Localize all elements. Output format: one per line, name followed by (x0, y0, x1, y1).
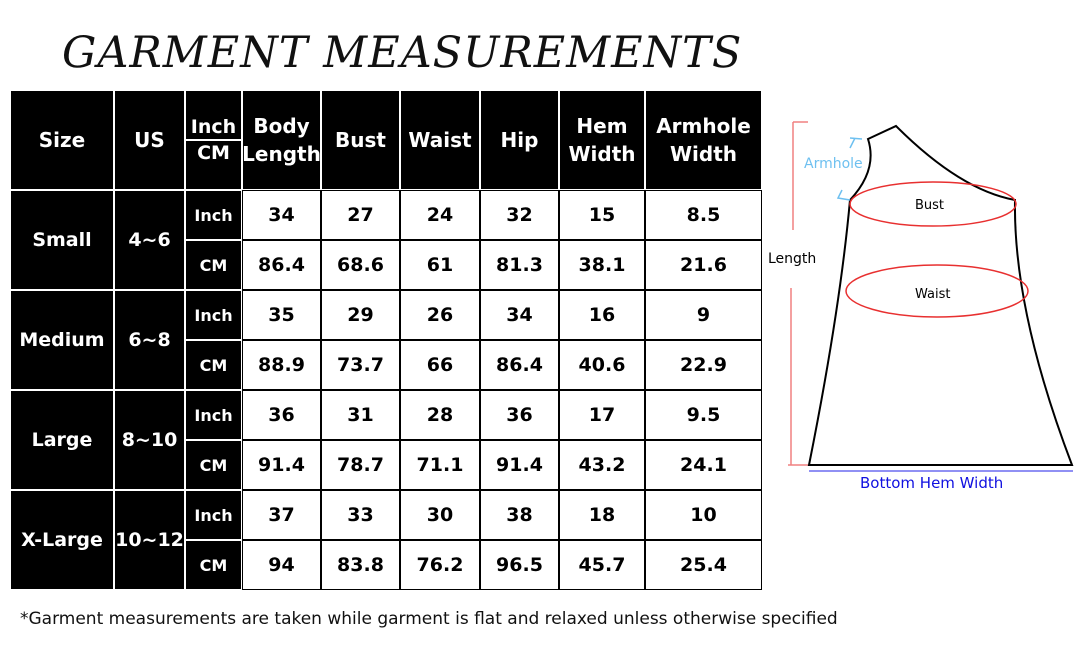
unit-inch-cell: Inch (185, 490, 242, 540)
table-cell: 83.8 (321, 540, 400, 590)
table-cell: 28 (400, 390, 480, 440)
table-cell: 86.4 (242, 240, 321, 290)
table-cell: 25.4 (645, 540, 762, 590)
header-column: Armhole Width (645, 90, 762, 190)
hem-width-label: Bottom Hem Width (860, 474, 1003, 492)
us-cell: 8~10 (114, 390, 185, 490)
table-cell: 10 (645, 490, 762, 540)
unit-inch-cell: Inch (185, 290, 242, 340)
header-unit-inch: Inch (186, 115, 241, 141)
table-cell: 9.5 (645, 390, 762, 440)
header-column: Body Length (242, 90, 321, 190)
table-cell: 37 (242, 490, 321, 540)
table-cell: 29 (321, 290, 400, 340)
table-cell: 24.1 (645, 440, 762, 490)
waist-label: Waist (915, 287, 950, 302)
table-cell: 24 (400, 190, 480, 240)
table-cell: 21.6 (645, 240, 762, 290)
table-cell: 91.4 (242, 440, 321, 490)
header-column: Hip (480, 90, 559, 190)
table-cell: 86.4 (480, 340, 559, 390)
table-cell: 40.6 (559, 340, 645, 390)
table-cell: 15 (559, 190, 645, 240)
length-label: Length (768, 251, 816, 267)
table-cell: 66 (400, 340, 480, 390)
table-cell: 91.4 (480, 440, 559, 490)
table-cell: 16 (559, 290, 645, 340)
header-unit: Inch CM (185, 90, 242, 190)
size-cell: Medium (10, 290, 114, 390)
header-column: Bust (321, 90, 400, 190)
table-cell: 61 (400, 240, 480, 290)
header-column: Hem Width (559, 90, 645, 190)
table-cell: 26 (400, 290, 480, 340)
header-size: Size (10, 90, 114, 190)
table-cell: 32 (480, 190, 559, 240)
size-chart-table: Size US Inch CM Body Length Bust Waist Hip Hem W… (10, 90, 762, 590)
table-cell: 38.1 (559, 240, 645, 290)
waist-ellipse (845, 264, 1029, 318)
size-cell: Small (10, 190, 114, 290)
table-cell: 35 (242, 290, 321, 340)
table-cell: 88.9 (242, 340, 321, 390)
bust-label: Bust (915, 198, 944, 213)
table-cell: 34 (242, 190, 321, 240)
table-cell: 31 (321, 390, 400, 440)
unit-cm-cell: CM (185, 240, 242, 290)
table-cell: 78.7 (321, 440, 400, 490)
unit-inch-cell: Inch (185, 390, 242, 440)
armhole-markers (836, 137, 863, 201)
table-cell: 8.5 (645, 190, 762, 240)
size-cell: X-Large (10, 490, 114, 590)
unit-inch-cell: Inch (185, 190, 242, 240)
garment-diagram: Armhole Bust Length Waist Bottom Hem Wid… (768, 121, 1074, 492)
header-us: US (114, 90, 185, 190)
armhole-label: Armhole (804, 156, 863, 172)
table-cell: 96.5 (480, 540, 559, 590)
us-cell: 10~12 (114, 490, 185, 590)
unit-cm-cell: CM (185, 440, 242, 490)
table-cell: 94 (242, 540, 321, 590)
table-cell: 43.2 (559, 440, 645, 490)
table-cell: 17 (559, 390, 645, 440)
table-cell: 76.2 (400, 540, 480, 590)
table-cell: 9 (645, 290, 762, 340)
size-cell: Large (10, 390, 114, 490)
table-cell: 73.7 (321, 340, 400, 390)
table-cell: 81.3 (480, 240, 559, 290)
table-cell: 18 (559, 490, 645, 540)
us-cell: 6~8 (114, 290, 185, 390)
measurement-note: *Garment measurements are taken while ga… (20, 609, 838, 629)
table-cell: 38 (480, 490, 559, 540)
unit-cm-cell: CM (185, 340, 242, 390)
table-cell: 22.9 (645, 340, 762, 390)
table-cell: 27 (321, 190, 400, 240)
page-title: GARMENT MEASUREMENTS (62, 28, 743, 78)
header-unit-cm: CM (197, 142, 230, 164)
bust-ellipse (849, 181, 1017, 227)
table-cell: 36 (480, 390, 559, 440)
table-cell: 36 (242, 390, 321, 440)
table-cell: 45.7 (559, 540, 645, 590)
table-cell: 71.1 (400, 440, 480, 490)
table-cell: 34 (480, 290, 559, 340)
table-cell: 30 (400, 490, 480, 540)
us-cell: 4~6 (114, 190, 185, 290)
unit-cm-cell: CM (185, 540, 242, 590)
header-column: Waist (400, 90, 480, 190)
table-cell: 33 (321, 490, 400, 540)
table-cell: 68.6 (321, 240, 400, 290)
